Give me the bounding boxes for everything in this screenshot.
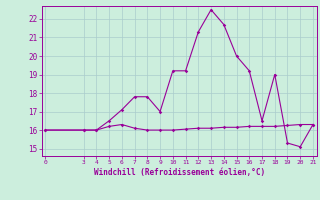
X-axis label: Windchill (Refroidissement éolien,°C): Windchill (Refroidissement éolien,°C) xyxy=(94,168,265,177)
